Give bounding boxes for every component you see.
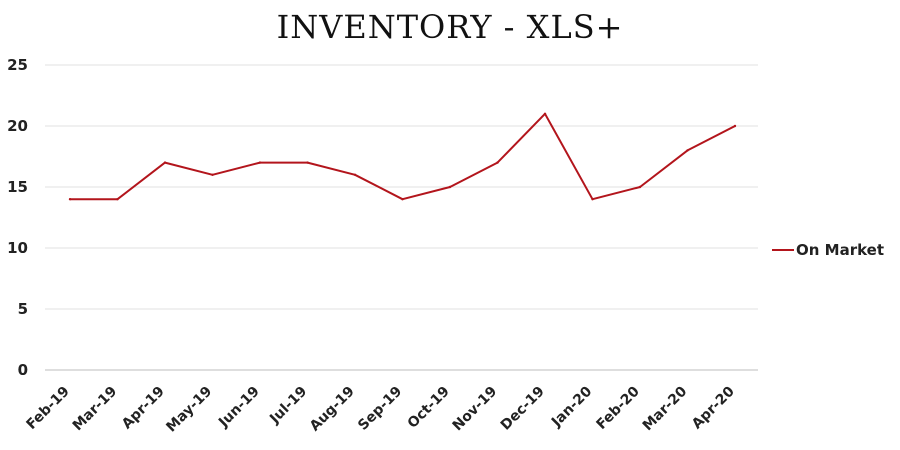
x-tick-label: May-19 (163, 384, 215, 436)
x-tick-label: Jun-19 (215, 384, 263, 432)
y-tick-label: 20 (7, 117, 28, 135)
data-point (211, 173, 214, 176)
y-tick-label: 25 (7, 56, 28, 74)
chart-title: INVENTORY - XLS+ (276, 8, 624, 46)
y-tick-label: 10 (7, 239, 28, 257)
data-point (258, 161, 262, 164)
x-tick-label: Dec-19 (498, 384, 548, 434)
y-tick-label: 5 (18, 300, 28, 318)
x-tick-label: Apr-20 (689, 383, 738, 432)
x-tick-label: Jan-20 (548, 383, 595, 430)
data-point (353, 173, 357, 176)
x-tick-label: Aug-19 (307, 384, 358, 435)
x-tick-label: Oct-19 (405, 384, 453, 432)
y-tick-label: 0 (18, 361, 28, 379)
data-point (68, 198, 72, 201)
data-point (686, 149, 689, 152)
data-point (591, 198, 594, 201)
data-point (448, 185, 452, 189)
x-tick-label: Mar-20 (640, 383, 691, 434)
series-line (70, 112, 736, 201)
data-point (401, 198, 404, 201)
data-point (306, 161, 309, 164)
data-point (163, 161, 167, 164)
gridlines (45, 64, 758, 371)
x-tick-label: Feb-20 (593, 383, 643, 433)
x-tick-label: Mar-19 (70, 384, 121, 435)
y-axis-ticks: 0 5 10 15 20 25 (7, 56, 28, 379)
x-tick-label: Sep-19 (355, 384, 405, 434)
data-point (638, 185, 642, 189)
x-tick-label: Feb-19 (23, 384, 72, 433)
x-tick-label: Apr-19 (119, 384, 168, 433)
data-point (496, 161, 499, 164)
data-point (116, 198, 119, 201)
y-tick-label: 15 (7, 178, 28, 196)
x-tick-label: Nov-19 (450, 384, 501, 435)
series-layer (68, 112, 737, 201)
data-point (543, 112, 547, 116)
x-tick-label: Jul-19 (266, 384, 310, 428)
legend-label: On Market (796, 241, 884, 259)
data-point (733, 124, 737, 128)
legend: On Market (772, 241, 884, 259)
